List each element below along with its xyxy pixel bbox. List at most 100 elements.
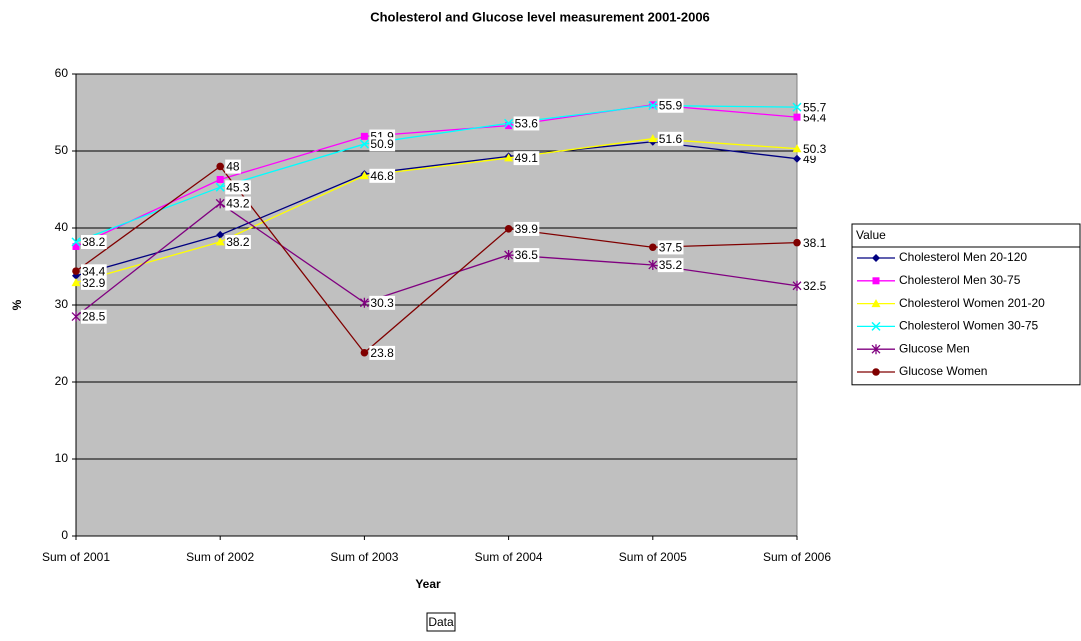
data-label: 38.2 <box>226 235 250 249</box>
x-tick-label: Sum of 2001 <box>42 550 110 564</box>
data-label-bg <box>225 159 241 174</box>
marker <box>649 243 657 252</box>
field-button-label[interactable]: Data <box>428 615 454 629</box>
data-label: 32.9 <box>82 276 106 290</box>
marker <box>648 259 658 270</box>
marker <box>72 267 80 275</box>
field-button[interactable] <box>426 612 456 632</box>
marker <box>216 162 224 171</box>
legend-label: Glucose Women <box>899 364 987 378</box>
marker <box>215 198 225 209</box>
data-label: 43.2 <box>226 197 250 211</box>
data-label-bg <box>81 275 107 290</box>
marker <box>505 122 513 130</box>
data-label-bg <box>802 141 828 156</box>
marker <box>359 171 369 180</box>
data-label-bg <box>225 180 251 195</box>
y-tick-label: 60 <box>55 66 69 80</box>
data-label: 35.2 <box>659 258 683 272</box>
data-label-bg <box>513 116 540 131</box>
legend-label: Glucose Men <box>899 341 970 355</box>
y-tick-label: 50 <box>55 143 69 157</box>
marker <box>792 280 802 291</box>
y-tick-label: 0 <box>61 528 68 542</box>
marker <box>504 153 514 162</box>
data-label-bg <box>81 309 107 324</box>
data-label-bg <box>369 137 396 152</box>
data-label: 38.1 <box>803 236 827 250</box>
marker <box>71 237 81 247</box>
marker <box>648 134 658 143</box>
data-label: 51.6 <box>659 132 683 146</box>
marker <box>216 175 224 183</box>
y-tick-label: 20 <box>55 374 69 388</box>
data-label: 46.8 <box>370 169 394 183</box>
x-tick-label: Sum of 2003 <box>330 550 398 564</box>
y-tick-label: 40 <box>55 220 69 234</box>
marker <box>872 254 880 262</box>
data-label: 49.1 <box>515 151 539 165</box>
data-label: 55.9 <box>659 99 683 113</box>
x-tick-label: Sum of 2005 <box>619 550 687 564</box>
y-axis-title: % <box>10 299 24 310</box>
marker <box>216 230 225 239</box>
legend-box <box>851 223 1081 386</box>
data-label: 55.7 <box>803 100 827 114</box>
marker <box>360 132 368 140</box>
marker <box>793 113 801 121</box>
marker <box>504 224 513 233</box>
data-label-bg <box>225 235 251 250</box>
data-label-bg <box>657 98 684 113</box>
data-label: 53.6 <box>515 116 539 130</box>
data-label-bg <box>369 168 396 183</box>
data-label: 34.4 <box>82 264 106 278</box>
marker <box>871 299 881 308</box>
data-label-bg <box>369 345 396 360</box>
data-labels: 4951.954.432.938.246.849.151.650.338.245… <box>81 98 828 360</box>
y-tick-label: 10 <box>55 451 69 465</box>
data-label-bg <box>369 295 396 310</box>
data-label: 39.9 <box>515 222 539 236</box>
marker <box>793 154 801 163</box>
data-label: 50.9 <box>370 137 394 151</box>
data-label: 38.2 <box>82 235 106 249</box>
legend-title: Value <box>856 228 886 242</box>
data-label-bg <box>513 221 540 236</box>
data-label-bg <box>225 196 251 211</box>
legend-label: Cholesterol Women 201-20 <box>899 296 1045 310</box>
chart-title: Cholesterol and Glucose level measuremen… <box>370 9 710 24</box>
marker <box>359 297 369 308</box>
marker <box>872 368 880 376</box>
data-label: 37.5 <box>659 240 683 254</box>
data-label-bg <box>657 258 684 273</box>
marker <box>359 139 369 149</box>
legend-label: Cholesterol Men 30-75 <box>899 273 1021 287</box>
marker <box>793 238 801 247</box>
data-label-bg <box>657 131 684 146</box>
x-tick-label: Sum of 2006 <box>763 550 831 564</box>
marker <box>648 101 658 111</box>
marker <box>792 144 802 153</box>
marker <box>871 344 881 355</box>
data-label-bg <box>81 235 107 250</box>
marker <box>872 277 880 285</box>
data-label: 48 <box>226 160 240 174</box>
marker <box>792 102 802 112</box>
x-tick-label: Sum of 2004 <box>475 550 543 564</box>
data-label: 36.5 <box>515 248 539 262</box>
data-label-bg <box>81 264 107 279</box>
data-label-bg <box>802 235 828 250</box>
marker <box>215 237 225 246</box>
data-label-bg <box>657 240 684 255</box>
data-label: 23.8 <box>370 346 394 360</box>
marker <box>71 278 81 287</box>
data-label: 45.3 <box>226 180 250 194</box>
data-label-bg <box>513 248 540 263</box>
marker <box>71 311 81 322</box>
x-tick-label: Sum of 2002 <box>186 550 254 564</box>
data-label: 28.5 <box>82 310 106 324</box>
data-label-bg <box>802 278 828 293</box>
marker <box>504 118 514 128</box>
legend-label: Cholesterol Women 30-75 <box>899 319 1039 333</box>
